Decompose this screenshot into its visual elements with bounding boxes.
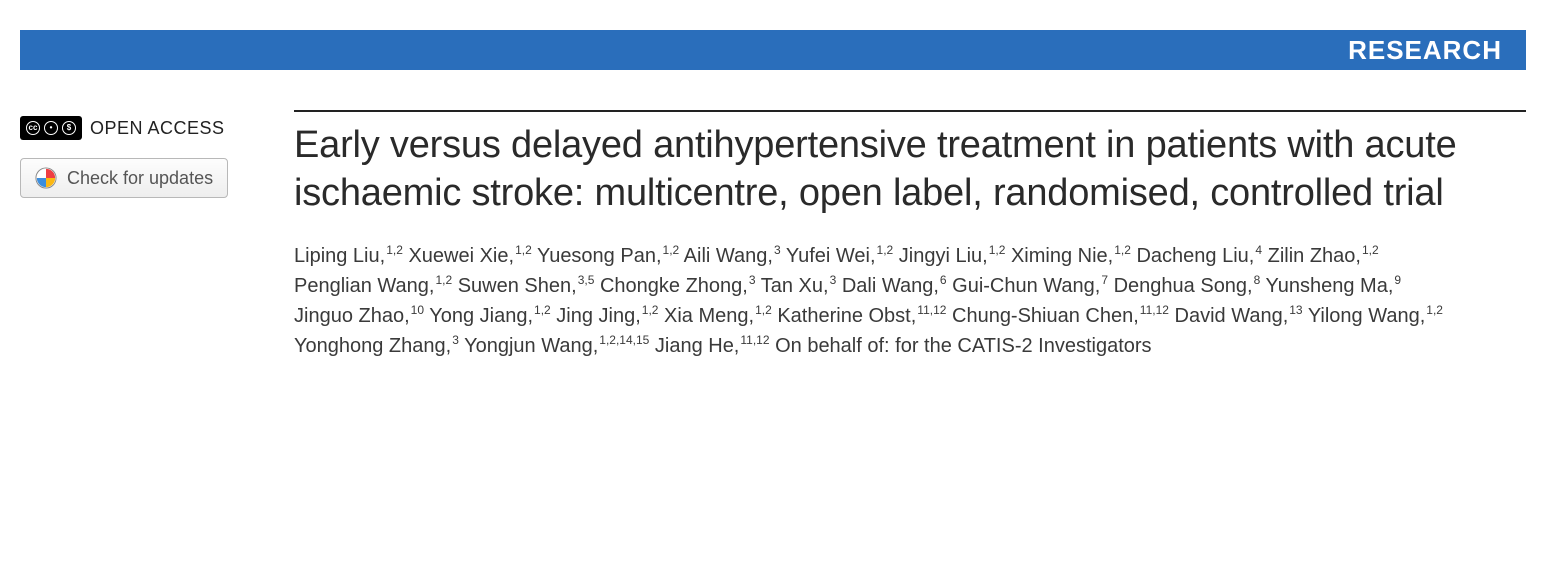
author-affiliation: 13 xyxy=(1289,303,1302,317)
author-affiliation: 11,12 xyxy=(740,333,769,347)
cc-license-badge: cc • $ xyxy=(20,116,82,140)
author: Gui-Chun Wang,7 xyxy=(952,275,1108,297)
author-affiliation: 3 xyxy=(452,333,459,347)
author: Katherine Obst,11,12 xyxy=(777,305,946,327)
author-affiliation: 1,2 xyxy=(755,303,772,317)
article-main: Early versus delayed antihypertensive tr… xyxy=(294,110,1526,361)
sidebar: cc • $ OPEN ACCESS Check for updates xyxy=(20,110,270,361)
author: Dali Wang,6 xyxy=(842,275,947,297)
author: Liping Liu,1,2 xyxy=(294,245,403,267)
author-affiliation: 1,2,14,15 xyxy=(599,333,649,347)
author-affiliation: 1,2 xyxy=(534,303,551,317)
author: Yonghong Zhang,3 xyxy=(294,335,459,357)
author: Dacheng Liu,4 xyxy=(1136,245,1262,267)
by-icon: • xyxy=(44,121,58,135)
author: Xuewei Xie,1,2 xyxy=(408,245,531,267)
crossmark-icon xyxy=(35,167,57,189)
author-affiliation: 1,2 xyxy=(663,243,680,257)
author: Yufei Wei,1,2 xyxy=(786,245,893,267)
author: Yunsheng Ma,9 xyxy=(1266,275,1402,297)
open-access-label: OPEN ACCESS xyxy=(90,118,225,139)
author: Denghua Song,8 xyxy=(1114,275,1261,297)
author-affiliation: 3 xyxy=(774,243,781,257)
author: Ximing Nie,1,2 xyxy=(1011,245,1131,267)
author-affiliation: 1,2 xyxy=(1426,303,1443,317)
author-list: Liping Liu,1,2 Xuewei Xie,1,2 Yuesong Pa… xyxy=(294,241,1526,361)
author: Zilin Zhao,1,2 xyxy=(1268,245,1379,267)
author: Jiang He,11,12 xyxy=(655,335,770,357)
open-access-row: cc • $ OPEN ACCESS xyxy=(20,116,270,140)
author-affiliation: 1,2 xyxy=(1114,243,1131,257)
author: Jingyi Liu,1,2 xyxy=(899,245,1006,267)
author: Suwen Shen,3,5 xyxy=(458,275,595,297)
author-suffix: On behalf of: for the CATIS-2 Investigat… xyxy=(775,335,1151,357)
author: Chongke Zhong,3 xyxy=(600,275,756,297)
content-area: cc • $ OPEN ACCESS Check for updates Ear… xyxy=(20,110,1526,361)
author: Tan Xu,3 xyxy=(761,275,837,297)
author: Jing Jing,1,2 xyxy=(556,305,658,327)
author-affiliation: 7 xyxy=(1101,273,1108,287)
author-affiliation: 3,5 xyxy=(578,273,595,287)
author: Yuesong Pan,1,2 xyxy=(537,245,679,267)
author: Penglian Wang,1,2 xyxy=(294,275,452,297)
author-affiliation: 9 xyxy=(1394,273,1401,287)
author-affiliation: 1,2 xyxy=(1362,243,1379,257)
section-label: RESEARCH xyxy=(1348,35,1502,66)
author: Chung-Shiuan Chen,11,12 xyxy=(952,305,1169,327)
section-banner: RESEARCH xyxy=(20,30,1526,70)
author-affiliation: 1,2 xyxy=(435,273,452,287)
author: Aili Wang,3 xyxy=(684,245,781,267)
author-affiliation: 11,12 xyxy=(917,303,946,317)
author-affiliation: 1,2 xyxy=(386,243,403,257)
author: Yong Jiang,1,2 xyxy=(429,305,551,327)
author-affiliation: 1,2 xyxy=(989,243,1006,257)
author-affiliation: 3 xyxy=(749,273,756,287)
author-affiliation: 3 xyxy=(830,273,837,287)
cc-icon: cc xyxy=(26,121,40,135)
author-affiliation: 1,2 xyxy=(642,303,659,317)
author-affiliation: 11,12 xyxy=(1140,303,1169,317)
check-updates-button[interactable]: Check for updates xyxy=(20,158,228,198)
article-title: Early versus delayed antihypertensive tr… xyxy=(294,122,1526,217)
nc-icon: $ xyxy=(62,121,76,135)
author: Xia Meng,1,2 xyxy=(664,305,772,327)
author: David Wang,13 xyxy=(1175,305,1303,327)
author-affiliation: 4 xyxy=(1255,243,1262,257)
check-updates-label: Check for updates xyxy=(67,168,213,189)
author-affiliation: 6 xyxy=(940,273,947,287)
author-affiliation: 1,2 xyxy=(877,243,894,257)
author: Yongjun Wang,1,2,14,15 xyxy=(464,335,649,357)
author-affiliation: 1,2 xyxy=(515,243,532,257)
author-affiliation: 10 xyxy=(411,303,424,317)
author-affiliation: 8 xyxy=(1254,273,1261,287)
author: Yilong Wang,1,2 xyxy=(1308,305,1443,327)
author: Jinguo Zhao,10 xyxy=(294,305,424,327)
